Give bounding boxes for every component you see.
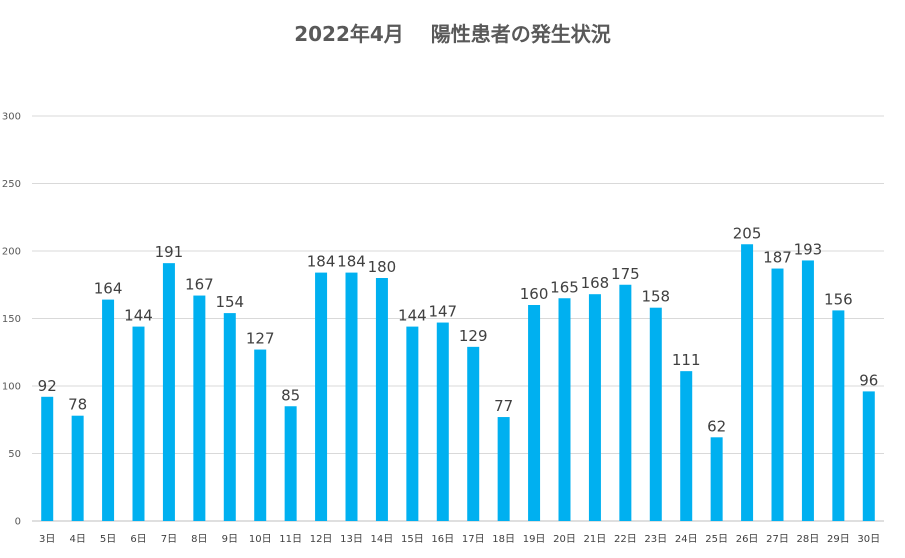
bar (862, 391, 875, 521)
data-label: 187 (763, 249, 792, 267)
gridlines (32, 115, 884, 522)
bar (741, 244, 754, 521)
data-label: 205 (733, 224, 762, 242)
bar (41, 396, 54, 521)
x-tick-label: 9日 (222, 534, 238, 545)
x-tick-label: 16日 (431, 534, 454, 545)
x-tick-label: 18日 (492, 534, 515, 545)
y-tick-label: 0 (15, 517, 21, 528)
x-tick-label: 10日 (249, 534, 272, 545)
bar (588, 294, 601, 521)
data-label: 158 (641, 288, 670, 306)
bar (832, 310, 845, 521)
x-tick-label: 3日 (39, 534, 55, 545)
bar (801, 260, 814, 521)
x-tick-label: 23日 (644, 534, 667, 545)
x-tick-label: 19日 (523, 534, 546, 545)
x-tick-label: 13日 (340, 534, 363, 545)
data-label: 62 (707, 417, 726, 435)
bar (619, 284, 632, 521)
data-label: 77 (494, 397, 513, 415)
data-label: 167 (185, 276, 214, 294)
bar (71, 415, 84, 521)
y-tick-label: 250 (2, 179, 21, 190)
data-label: 180 (368, 258, 397, 276)
y-tick-label: 200 (2, 247, 21, 258)
bars (41, 244, 875, 521)
x-tick-label: 29日 (827, 534, 850, 545)
bar (132, 326, 145, 521)
bar (345, 272, 358, 521)
bar (315, 272, 328, 521)
data-label: 164 (94, 280, 123, 298)
x-tick-label: 25日 (705, 534, 728, 545)
y-tick-label: 100 (2, 382, 21, 393)
x-axis-ticks: 3日 4日 5日 6日 7日 8日 9日 10日 11日 12日 13日 14日 15日 16日 17日 18… (39, 534, 880, 545)
data-label: 154 (215, 293, 244, 311)
data-label: 160 (520, 285, 549, 303)
bar (375, 278, 388, 521)
bar (162, 263, 175, 521)
y-tick-label: 150 (2, 314, 21, 325)
x-tick-label: 6日 (130, 534, 146, 545)
y-tick-label: 300 (2, 112, 21, 123)
chart-title: 2022年4月 陽性患者の発生状況 (294, 22, 611, 46)
bar (528, 305, 541, 521)
x-tick-label: 12日 (310, 534, 333, 545)
bar (649, 307, 662, 521)
y-tick-label: 50 (8, 449, 21, 460)
bar (406, 326, 419, 521)
bar (680, 371, 693, 521)
x-tick-label: 21日 (584, 534, 607, 545)
data-label: 165 (550, 278, 579, 296)
data-label: 129 (459, 327, 488, 345)
bar (558, 298, 571, 521)
data-label: 175 (611, 265, 640, 283)
x-tick-label: 28日 (797, 534, 820, 545)
data-label: 191 (155, 243, 184, 261)
x-tick-label: 8日 (191, 534, 207, 545)
bar (284, 406, 297, 521)
data-label: 78 (68, 396, 87, 414)
y-axis-ticks: 0 50 100 150 200 250 300 (2, 112, 21, 528)
data-label: 96 (859, 371, 878, 389)
bar (771, 268, 784, 521)
x-tick-label: 4日 (69, 534, 85, 545)
x-tick-label: 27日 (766, 534, 789, 545)
x-tick-label: 11日 (279, 534, 302, 545)
x-tick-label: 17日 (462, 534, 485, 545)
bar (436, 322, 449, 521)
x-tick-label: 5日 (100, 534, 116, 545)
x-tick-label: 24日 (675, 534, 698, 545)
bar (497, 417, 510, 521)
data-label: 111 (672, 351, 701, 369)
x-tick-label: 26日 (736, 534, 759, 545)
data-label: 92 (38, 377, 57, 395)
data-label: 193 (794, 240, 823, 258)
data-label: 184 (307, 253, 336, 271)
bar (223, 313, 236, 521)
data-label: 144 (124, 307, 153, 325)
x-tick-label: 20日 (553, 534, 576, 545)
data-label: 147 (428, 303, 457, 321)
x-tick-label: 7日 (161, 534, 177, 545)
data-label: 127 (246, 330, 275, 348)
data-label: 168 (581, 274, 610, 292)
x-tick-label: 15日 (401, 534, 424, 545)
bar (710, 437, 723, 521)
data-label: 85 (281, 386, 300, 404)
bar (102, 299, 115, 521)
bar (254, 349, 267, 521)
x-tick-label: 30日 (857, 534, 880, 545)
data-label: 184 (337, 253, 366, 271)
data-label: 156 (824, 290, 853, 308)
x-tick-label: 14日 (371, 534, 394, 545)
data-label: 144 (398, 307, 427, 325)
x-tick-label: 22日 (614, 534, 637, 545)
bar (193, 295, 206, 521)
bar (467, 346, 480, 521)
